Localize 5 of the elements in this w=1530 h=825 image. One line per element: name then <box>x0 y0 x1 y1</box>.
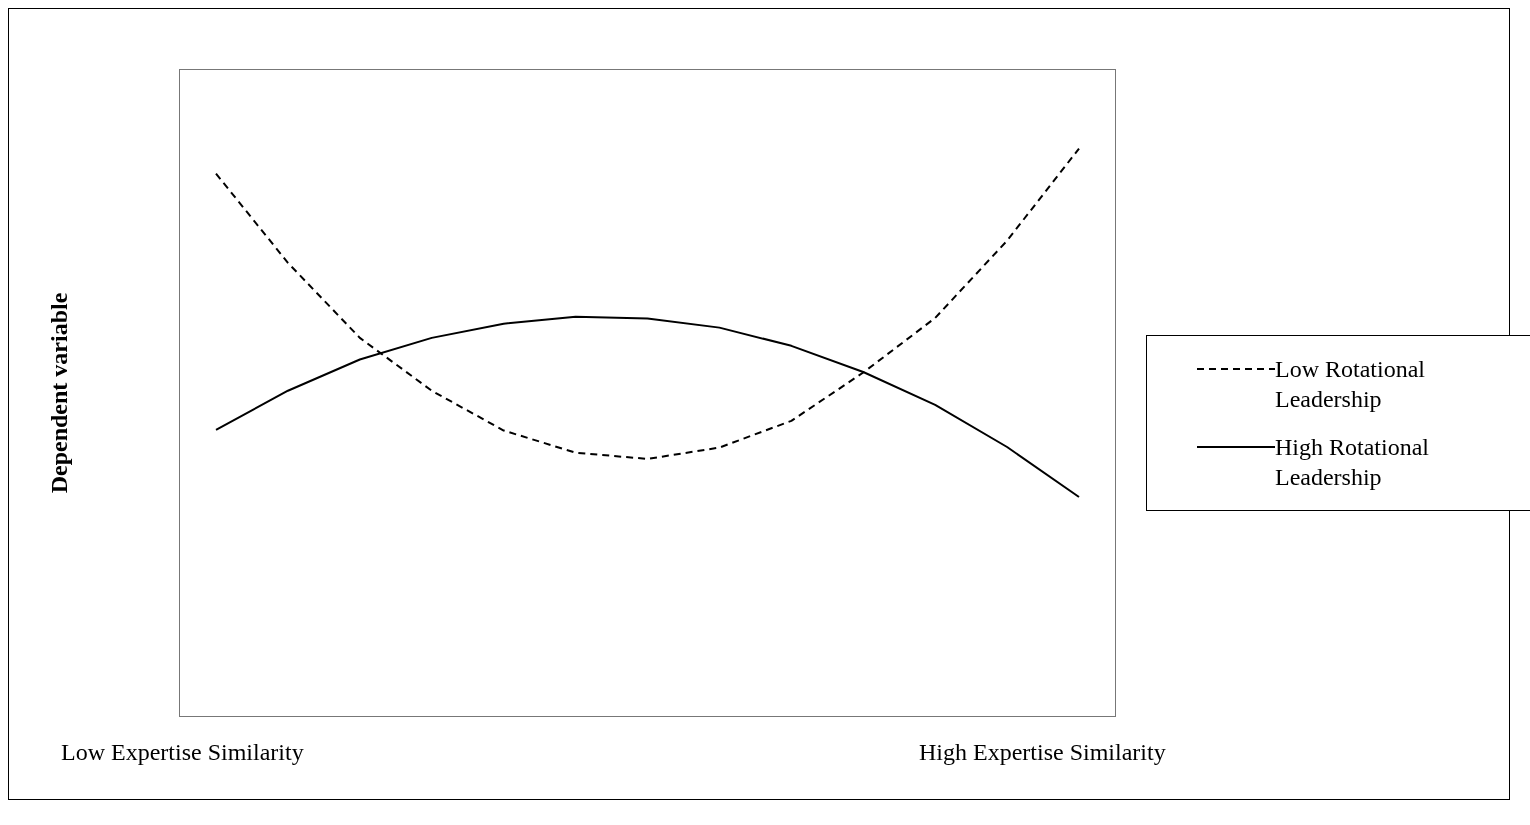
legend-label: High Rotational Leadership <box>1275 432 1430 492</box>
text: Low Expertise Similarity <box>61 739 304 766</box>
legend-label: Low Rotational Leadership <box>1275 354 1426 414</box>
y-axis-title: Dependent variable <box>45 292 73 494</box>
text: High Expertise Similarity <box>919 739 1166 766</box>
